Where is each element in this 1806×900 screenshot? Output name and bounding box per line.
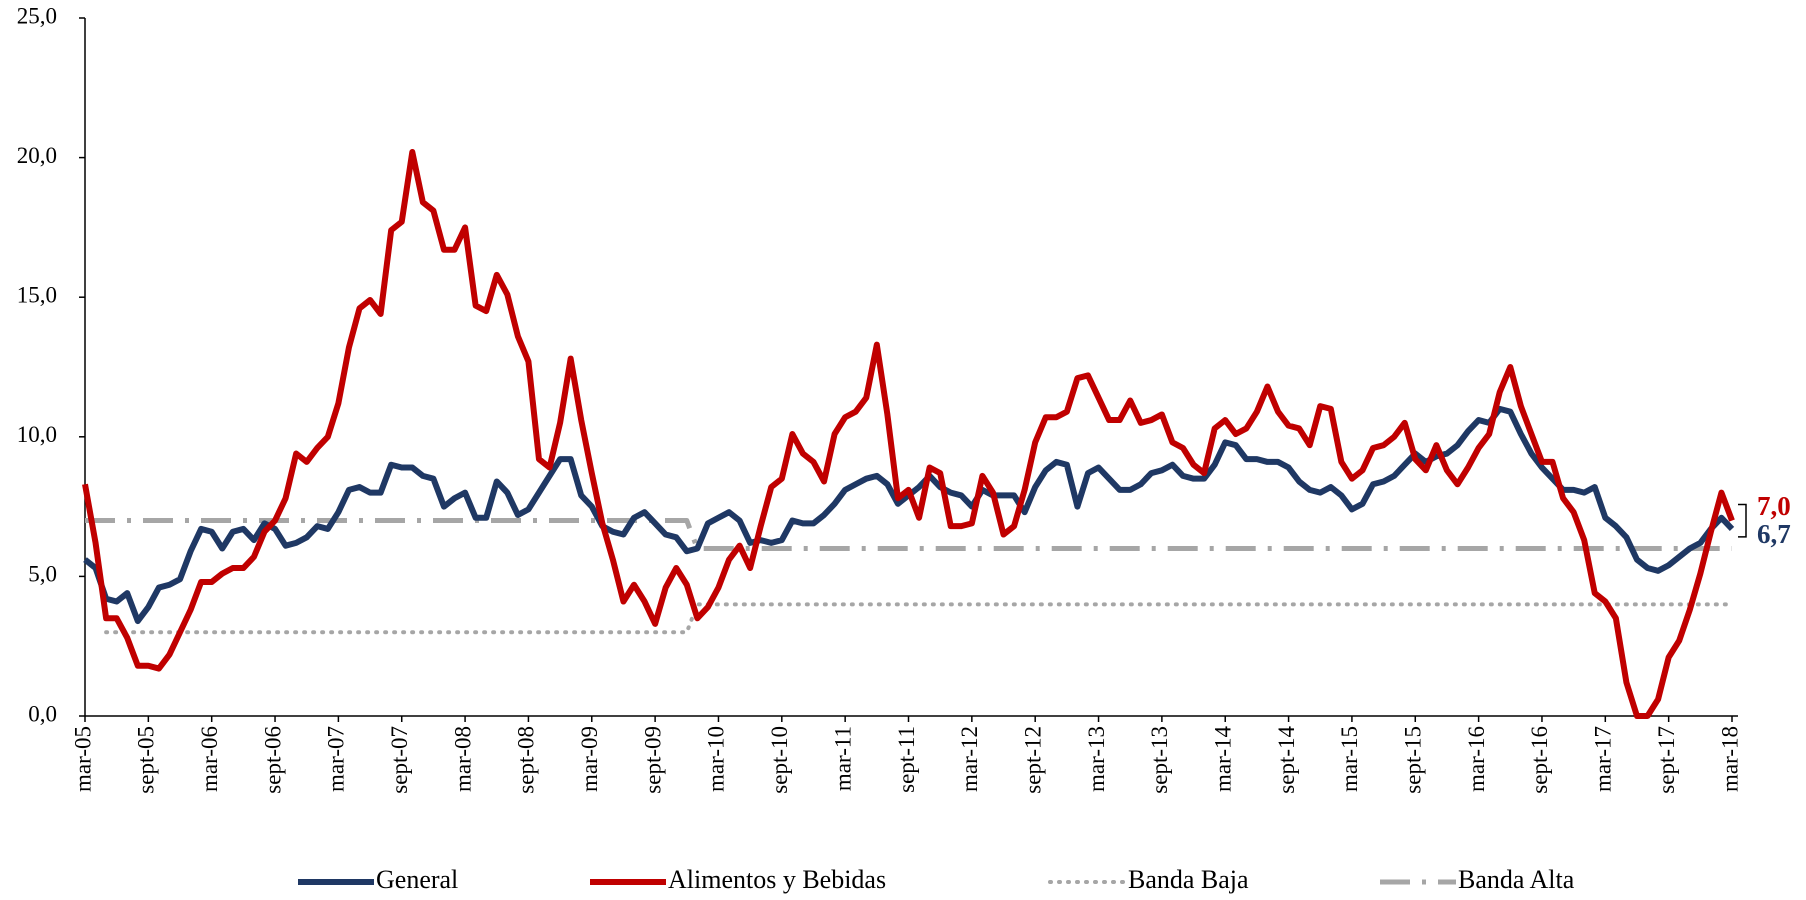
y-tick-label: 15,0: [17, 282, 57, 307]
value-label: 7,0: [1757, 491, 1791, 521]
value-label: 6,7: [1757, 519, 1791, 549]
x-tick-label: mar-07: [324, 726, 349, 792]
y-tick-label: 10,0: [17, 422, 57, 447]
x-tick-label: mar-08: [450, 726, 475, 792]
legend-label: Banda Baja: [1128, 865, 1249, 894]
x-tick-label: sept-13: [1147, 726, 1172, 794]
line-3: [85, 518, 1732, 551]
x-tick-label: sept-17: [1654, 726, 1679, 794]
x-tick-label: sept-07: [387, 726, 412, 794]
line-1: [82, 149, 1735, 719]
x-tick-label: mar-17: [1591, 726, 1616, 792]
line-2: [104, 602, 1734, 635]
x-tick-label: sept-12: [1020, 726, 1045, 794]
x-tick-label: mar-12: [957, 726, 982, 792]
x-tick-label: sept-14: [1274, 726, 1299, 794]
x-tick-label: mar-10: [704, 726, 729, 792]
x-tick-label: sept-16: [1527, 726, 1552, 794]
x-tick-label: sept-15: [1401, 726, 1426, 794]
x-tick-label: mar-06: [197, 726, 222, 792]
legend-label: Alimentos y Bebidas: [668, 865, 886, 894]
x-tick-label: mar-05: [70, 726, 95, 792]
y-tick-label: 0,0: [28, 701, 57, 726]
x-tick-label: sept-09: [640, 726, 665, 794]
x-tick-label: mar-14: [1211, 726, 1236, 792]
y-tick-label: 5,0: [28, 562, 57, 587]
x-tick-label: sept-11: [894, 726, 919, 793]
x-tick-label: mar-15: [1337, 726, 1362, 792]
label-bracket: [1738, 503, 1747, 538]
x-tick-label: mar-18: [1717, 726, 1742, 792]
x-tick-label: sept-05: [134, 726, 159, 794]
x-tick-label: sept-06: [260, 726, 285, 794]
x-tick-label: mar-11: [830, 726, 855, 791]
x-tick-label: sept-08: [514, 726, 539, 794]
y-tick-label: 25,0: [17, 3, 57, 28]
legend-label: General: [376, 865, 458, 894]
x-tick-label: mar-13: [1084, 726, 1109, 792]
x-tick-label: mar-16: [1464, 726, 1489, 792]
y-tick-label: 20,0: [17, 143, 57, 168]
legend-label: Banda Alta: [1458, 865, 1575, 894]
x-tick-label: sept-10: [767, 726, 792, 794]
x-tick-label: mar-09: [577, 726, 602, 792]
